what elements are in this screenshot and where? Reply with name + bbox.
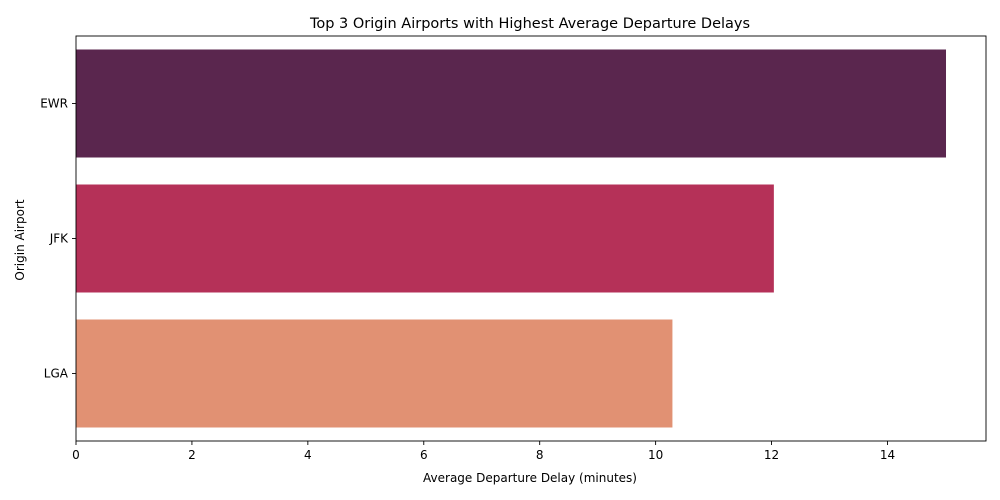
bar-ewr xyxy=(76,49,947,158)
bar-jfk xyxy=(76,184,774,293)
x-tick-label: 14 xyxy=(880,448,895,462)
bar-lga xyxy=(76,319,673,428)
y-tick-label: EWR xyxy=(40,97,68,111)
x-tick-label: 0 xyxy=(72,448,80,462)
y-axis-label: Origin Airport xyxy=(13,199,27,280)
x-tick-label: 8 xyxy=(536,448,544,462)
chart-title: Top 3 Origin Airports with Highest Avera… xyxy=(309,16,750,32)
y-tick-label: LGA xyxy=(44,367,69,381)
x-tick-label: 12 xyxy=(764,448,779,462)
axes-group: EWR JFK LGA 0 2 4 6 8 10 12 14 xyxy=(40,35,987,462)
plot-frame xyxy=(75,35,987,442)
bars-group xyxy=(76,49,947,428)
y-tick-label: JFK xyxy=(49,232,69,246)
x-tick-label: 10 xyxy=(648,448,663,462)
x-tick-label: 6 xyxy=(420,448,428,462)
x-tick-label: 2 xyxy=(188,448,196,462)
x-axis-label: Average Departure Delay (minutes) xyxy=(423,471,637,485)
x-tick-label: 4 xyxy=(304,448,312,462)
